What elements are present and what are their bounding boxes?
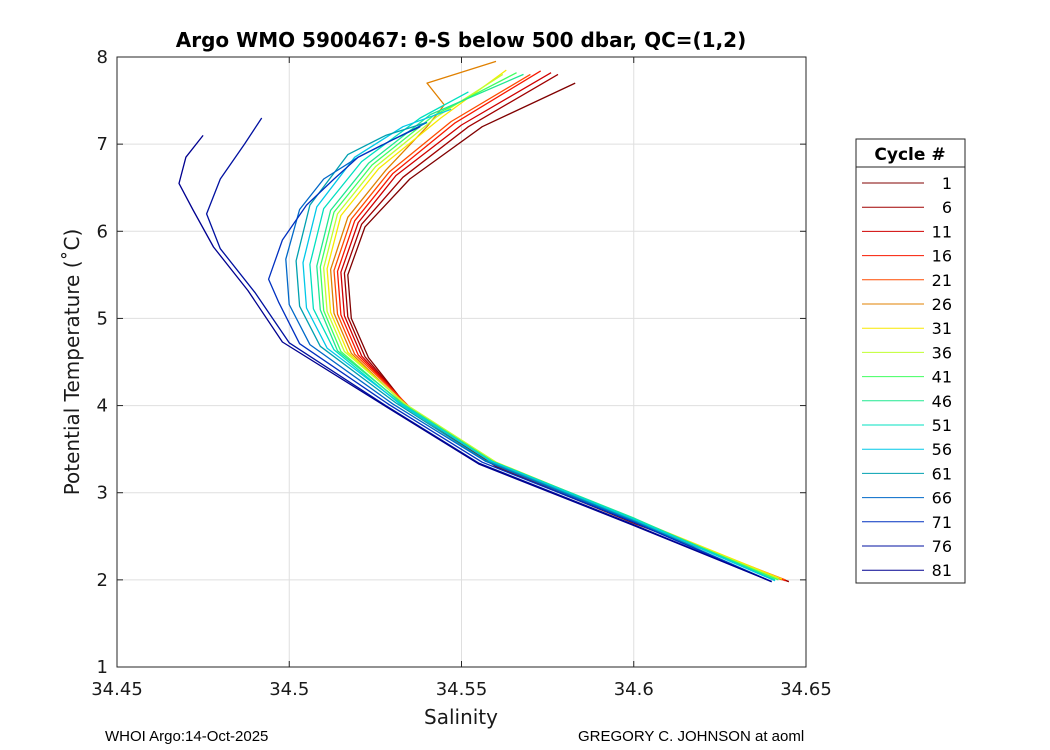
legend-label: 1: [942, 174, 952, 193]
legend-label: 56: [932, 440, 952, 459]
legend-label: 16: [932, 247, 952, 266]
series-line-cycle-76: [205, 117, 772, 583]
footer-left: WHOI Argo:14-Oct-2025: [105, 728, 268, 745]
x-axis-label: Salinity: [424, 705, 498, 729]
y-tick-label: 8: [97, 47, 108, 68]
y-tick-label: 6: [97, 221, 108, 242]
x-tick-label: 34.5: [269, 679, 309, 700]
legend-label: 71: [932, 513, 952, 532]
legend-label: 76: [932, 537, 952, 556]
series-line-cycle-56: [302, 108, 776, 582]
x-tick-label: 34.45: [91, 679, 143, 700]
legend-label: 36: [932, 343, 952, 362]
legend-label: 26: [932, 295, 952, 314]
data-lines: [178, 60, 790, 583]
legend-label: 51: [932, 416, 952, 435]
axis-ticks: 34.45 34.5 34.55 34.6 34.65 1 2 3 4 5 6 7 8: [91, 47, 832, 700]
series-line-cycle-61: [295, 121, 772, 583]
x-tick-label: 34.55: [436, 679, 488, 700]
y-tick-label: 4: [97, 396, 108, 417]
plot-area: 34.45 34.5 34.55 34.6 34.65 1 2 3 4 5 6 7 8: [91, 47, 832, 700]
x-tick-label: 34.6: [614, 679, 654, 700]
y-tick-label: 2: [97, 570, 108, 591]
series-line-cycle-81: [178, 134, 772, 583]
y-tick-label: 7: [97, 134, 108, 155]
y-tick-label: 1: [97, 657, 108, 678]
series-line-cycle-71: [267, 126, 772, 583]
x-tick-label: 34.65: [780, 679, 832, 700]
legend-label: 61: [932, 464, 952, 483]
legend-title: Cycle #: [874, 145, 945, 165]
legend-box: [855, 138, 966, 584]
legend-label: 31: [932, 319, 952, 338]
legend-label: 66: [932, 489, 952, 508]
y-axis-label: Potential Temperature (˚C): [60, 229, 84, 496]
legend-label: 21: [932, 271, 952, 290]
legend-label: 81: [932, 561, 952, 580]
legend-label: 6: [942, 198, 952, 217]
grid-lines: [117, 57, 806, 667]
legend-label: 41: [932, 368, 952, 387]
y-tick-label: 3: [97, 483, 108, 504]
legend-label: 11: [932, 222, 952, 241]
footer-right: GREGORY C. JOHNSON at aoml: [578, 728, 804, 745]
y-tick-label: 5: [97, 308, 108, 329]
legend-label: 46: [932, 392, 952, 411]
chart-title: Argo WMO 5900467: θ-S below 500 dbar, QC…: [176, 28, 746, 52]
